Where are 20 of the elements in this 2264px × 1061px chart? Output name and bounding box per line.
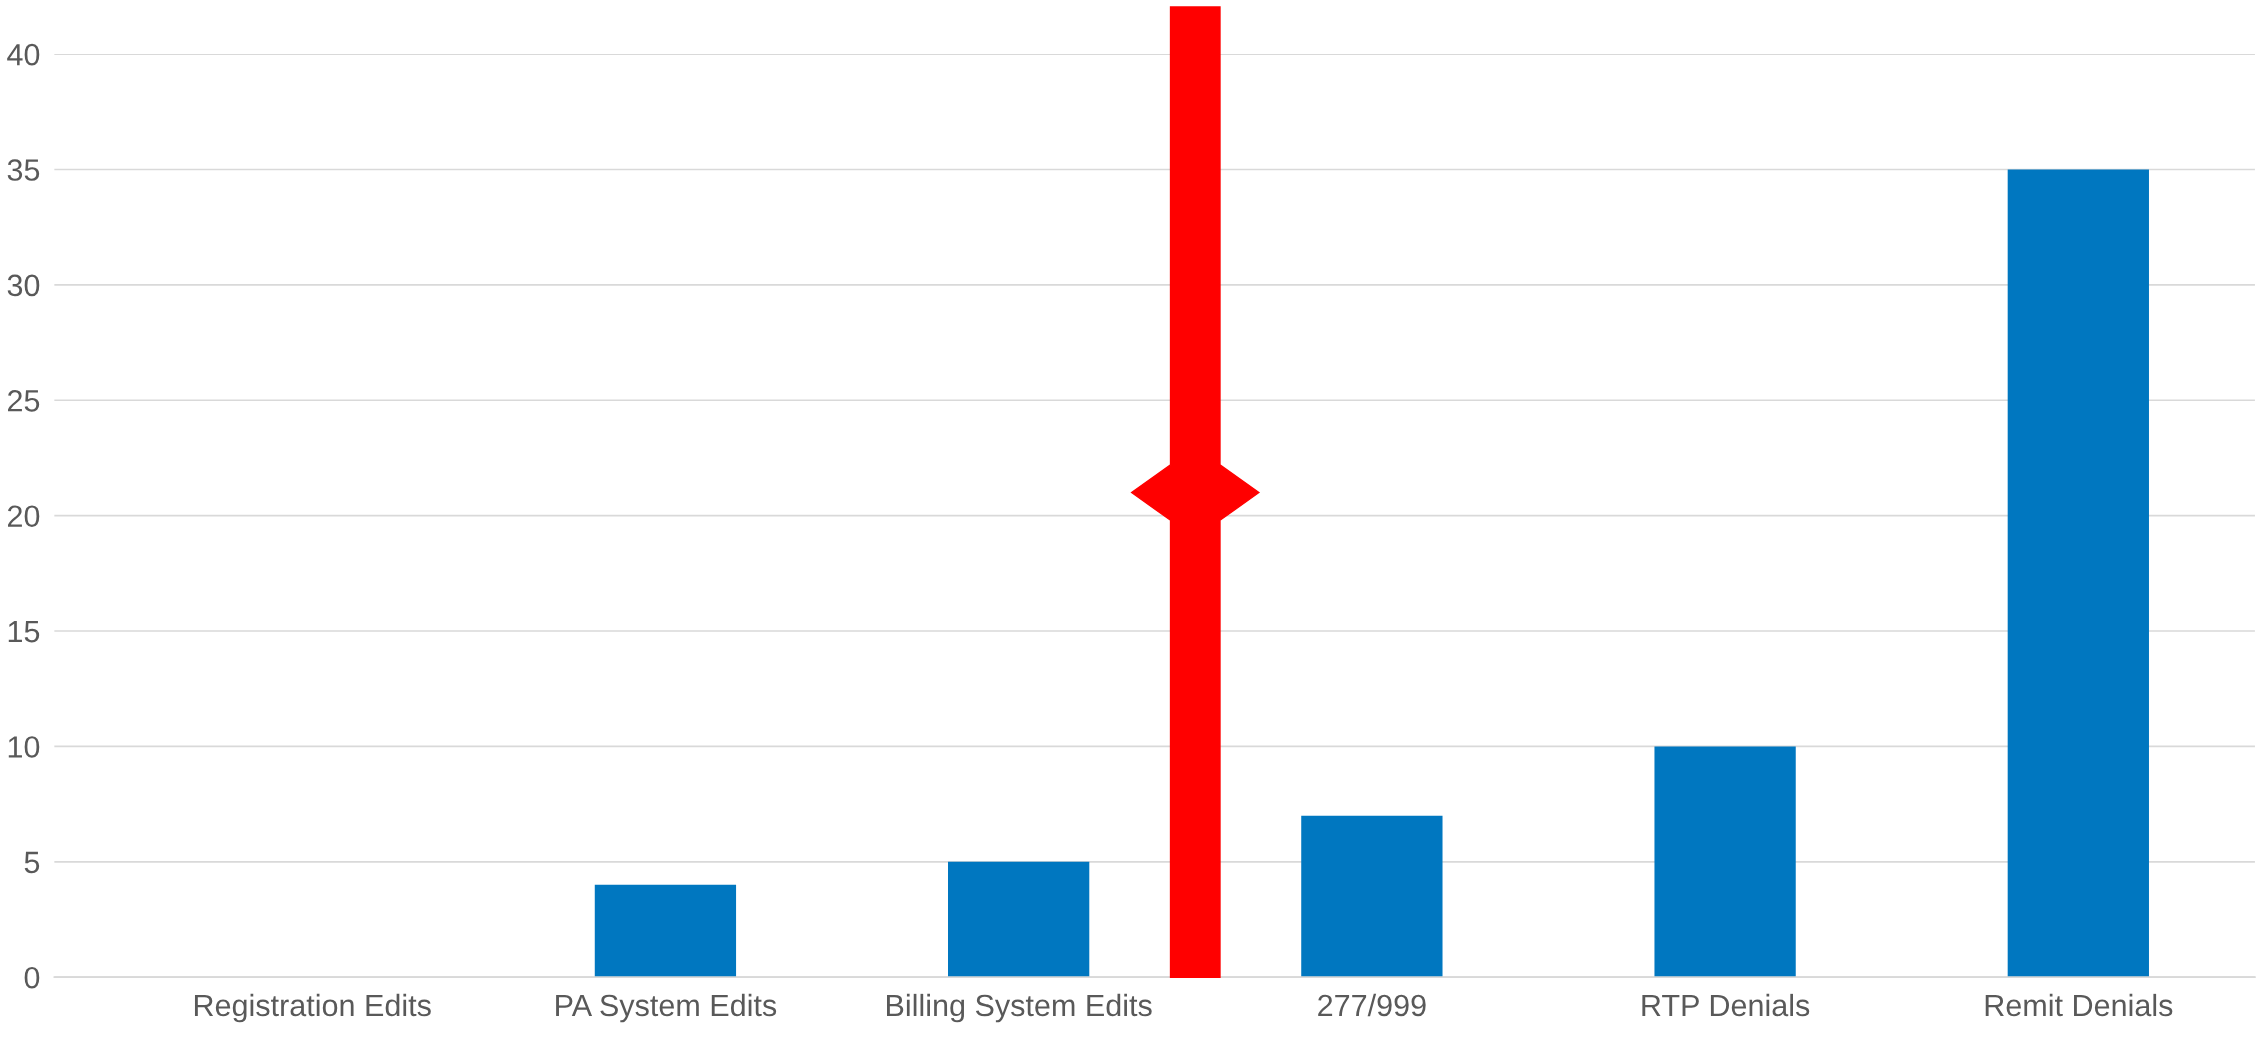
x-tick-label: Remit Denials xyxy=(1985,993,2173,1017)
x-tick-label: RTP Denials xyxy=(1642,993,1810,1017)
y-tick-label: 0 xyxy=(24,966,40,989)
bar xyxy=(1301,815,1443,978)
x-tick-label: Billing System Edits xyxy=(887,993,1152,1023)
x-tick-label: 277/999 xyxy=(1318,993,1426,1017)
y-tick-label: 25 xyxy=(8,390,40,412)
x-tick-label: PA System Edits xyxy=(556,993,777,1023)
y-tick-label: 5 xyxy=(24,851,40,874)
bar xyxy=(594,884,737,978)
y-tick-label: 35 xyxy=(7,159,40,181)
y-tick-label: 15 xyxy=(8,621,40,643)
bar xyxy=(1654,746,1796,978)
y-tick-label: 40 xyxy=(7,43,40,66)
bar xyxy=(948,861,1090,978)
y-tick-label: 20 xyxy=(8,505,40,528)
bar xyxy=(2007,169,2149,978)
x-tick-label: Registration Edits xyxy=(194,993,431,1023)
y-tick-label: 10 xyxy=(8,736,40,758)
y-tick-label: 30 xyxy=(7,274,40,297)
